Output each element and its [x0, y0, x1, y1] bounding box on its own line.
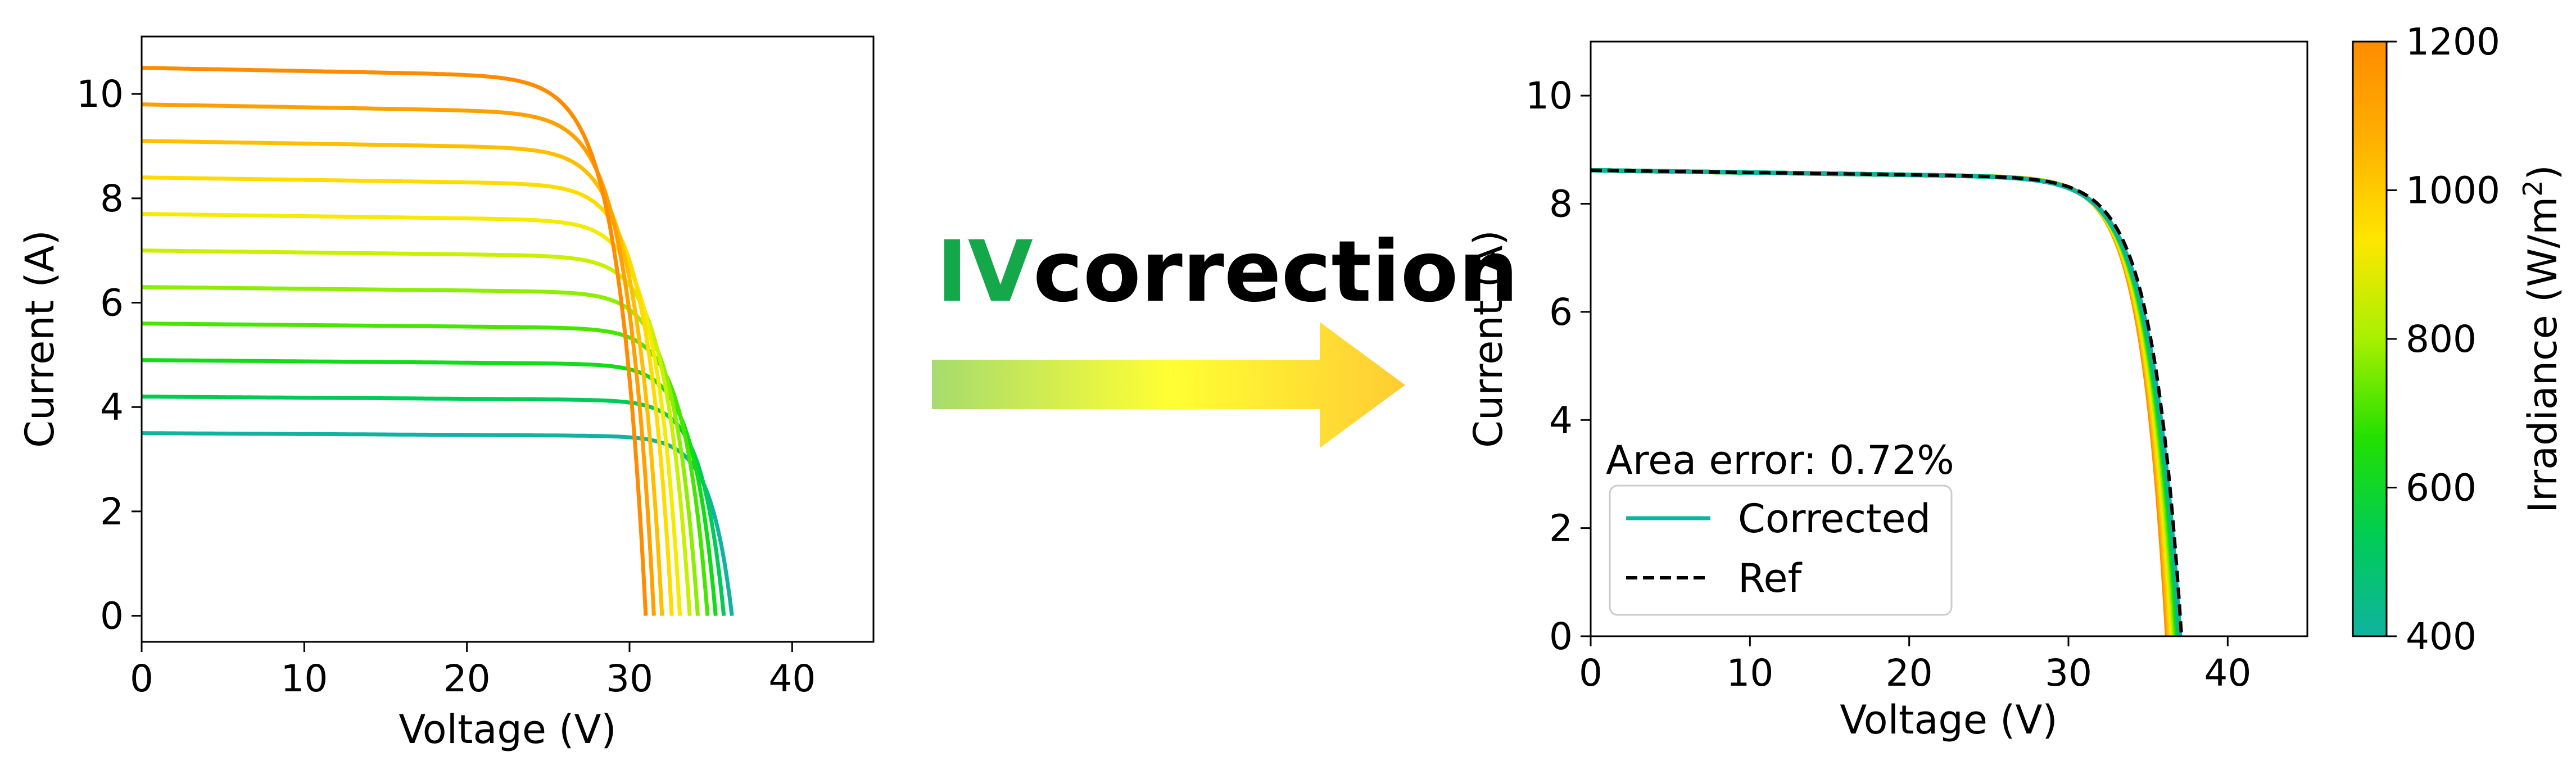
colorbar-tick-label: 800: [2406, 318, 2477, 361]
left-y-tick-label: 10: [76, 73, 124, 116]
iv-curve-480: [142, 395, 726, 616]
right-plot-frame: [1590, 40, 2308, 637]
left-y-axis-label: Current (A): [17, 230, 63, 448]
colorbar-label-superscript: 2: [2518, 180, 2548, 196]
left-plot-frame: [141, 35, 875, 643]
left-y-ticks: 0 2 4 6 8 10: [76, 73, 142, 638]
right-x-tick-label: 30: [2045, 651, 2092, 695]
iv-curve-1120: [142, 102, 656, 616]
right-x-ticks: 0 10 20 30 40: [1579, 636, 2251, 695]
colorbar-ticks: 400 600 800 1000 1200: [2387, 20, 2500, 658]
correction-banner: IVcorrection: [932, 223, 1518, 448]
colorbar-label-main: Irradiance (W/m: [2520, 197, 2566, 513]
right-curves: [1591, 167, 2184, 636]
right-y-tick-label: 2: [1549, 507, 1573, 550]
left-x-tick-label: 30: [606, 657, 653, 700]
right-x-tick-label: 20: [1886, 651, 1933, 695]
iv-curve-720: [142, 285, 700, 616]
iv-curve-1200: [142, 66, 648, 616]
iv-curve-640: [142, 321, 710, 616]
colorbar-tick-label: 1000: [2406, 169, 2500, 212]
left-x-tick-label: 40: [768, 657, 816, 700]
left-x-tick-label: 0: [130, 657, 153, 700]
left-y-tick-label: 2: [100, 490, 124, 533]
iv-curve-960: [142, 175, 674, 616]
colorbar-gradient: [2352, 40, 2388, 637]
right-chart: 0 10 20 30 40 0 2 4 6 8 10 Voltage (V) Current (A…: [1465, 40, 2308, 743]
colorbar-label: Irradiance (W/m2): [2518, 165, 2566, 513]
legend: Corrected Ref: [1609, 484, 1953, 616]
colorbar-label-close: ): [2520, 165, 2566, 180]
area-error-annotation: Area error: 0.72%: [1606, 437, 1954, 483]
left-chart: 0 10 20 30 40 0 2 4 6 8 10 Voltage (V) Current (A…: [17, 35, 875, 753]
left-x-ticks: 0 10 20 30 40: [130, 642, 816, 700]
right-y-ticks: 0 2 4 6 8 10: [1525, 74, 1591, 658]
reference-curve: [1591, 168, 2184, 636]
left-y-tick-label: 4: [100, 386, 124, 429]
legend-ref-label: Ref: [1738, 555, 1803, 601]
banner-title: IVcorrection: [936, 223, 1518, 321]
legend-corrected-label: Corrected: [1738, 496, 1931, 542]
banner-title-suffix: correction: [1033, 223, 1519, 321]
right-y-axis-label: Current (A): [1465, 230, 1511, 448]
right-y-tick-label: 4: [1549, 398, 1573, 442]
right-y-tick-label: 6: [1549, 291, 1573, 334]
left-y-tick-label: 8: [100, 177, 124, 220]
right-x-tick-label: 10: [1726, 651, 1773, 695]
left-curves: [142, 66, 734, 617]
right-x-tick-label: 0: [1579, 651, 1602, 695]
banner-title-prefix: IV: [936, 223, 1033, 321]
left-x-tick-label: 20: [443, 657, 491, 700]
right-y-tick-label: 0: [1549, 615, 1573, 658]
iv-curve-880: [142, 212, 682, 616]
left-y-tick-label: 0: [100, 595, 124, 638]
colorbar-tick-label: 1200: [2406, 20, 2500, 64]
iv-curve-1040: [142, 139, 664, 616]
iv-curve-560: [142, 358, 718, 616]
colorbar-tick-label: 400: [2406, 615, 2477, 658]
left-x-axis-label: Voltage (V): [399, 706, 616, 753]
arrow-icon: [932, 322, 1405, 448]
right-y-tick-label: 10: [1525, 74, 1573, 117]
colorbar-tick-label: 600: [2406, 466, 2477, 510]
colorbar: 400 600 800 1000 1200 Irradiance (W/m2): [2352, 20, 2566, 658]
right-y-tick-label: 8: [1549, 183, 1573, 226]
left-x-tick-label: 10: [280, 657, 328, 700]
right-x-axis-label: Voltage (V): [1840, 697, 2057, 743]
iv-curve-800: [142, 248, 692, 616]
right-x-tick-label: 40: [2204, 651, 2251, 695]
left-y-tick-label: 6: [100, 282, 124, 325]
